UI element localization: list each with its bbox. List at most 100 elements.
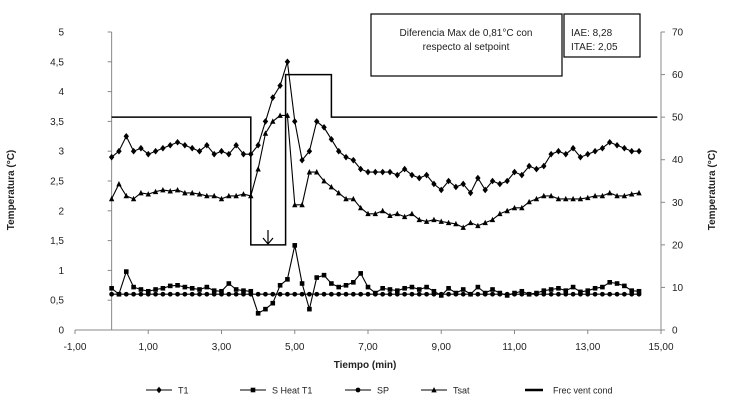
point-tsat bbox=[306, 169, 313, 175]
point-sp bbox=[438, 291, 444, 297]
point-t1 bbox=[372, 168, 379, 176]
point-tsat bbox=[416, 216, 422, 223]
point-sp bbox=[307, 291, 312, 297]
point-s-heat-t1 bbox=[167, 283, 173, 289]
legend-item-tsat: Tsat bbox=[421, 386, 470, 396]
point-s-heat-t1 bbox=[519, 288, 525, 294]
point-sp bbox=[534, 291, 539, 297]
point-sp bbox=[607, 291, 613, 297]
point-t1 bbox=[211, 150, 217, 158]
point-s-heat-t1 bbox=[189, 285, 195, 291]
point-t1 bbox=[116, 147, 122, 155]
point-tsat bbox=[577, 195, 584, 202]
point-sp bbox=[416, 291, 422, 297]
point-tsat bbox=[314, 169, 320, 175]
point-sp bbox=[248, 291, 254, 297]
point-tsat bbox=[438, 218, 444, 224]
point-t1 bbox=[387, 168, 393, 176]
point-t1 bbox=[306, 147, 313, 155]
point-s-heat-t1 bbox=[622, 283, 627, 289]
y2-tick-label: 10 bbox=[672, 283, 684, 294]
point-tsat bbox=[592, 192, 598, 199]
point-tsat bbox=[453, 220, 459, 227]
y-tick-label: 4 bbox=[58, 87, 64, 98]
point-s-heat-t1 bbox=[343, 283, 349, 288]
point-tsat bbox=[621, 192, 628, 199]
point-s-heat-t1 bbox=[307, 306, 312, 312]
point-sp bbox=[285, 291, 290, 297]
point-tsat bbox=[475, 222, 481, 229]
y-tick-label: 4,5 bbox=[50, 57, 64, 68]
point-s-heat-t1 bbox=[416, 287, 422, 292]
legend-label-s-heat-t1: S Heat T1 bbox=[272, 386, 312, 396]
point-t1 bbox=[431, 180, 437, 188]
point-t1 bbox=[357, 165, 364, 173]
y2-tick-label: 20 bbox=[672, 240, 684, 251]
series-tsat bbox=[108, 112, 642, 230]
point-tsat bbox=[409, 210, 415, 217]
point-t1 bbox=[526, 162, 532, 170]
point-tsat bbox=[152, 188, 159, 195]
point-t1 bbox=[299, 156, 305, 164]
point-tsat bbox=[174, 186, 181, 193]
point-s-heat-t1 bbox=[182, 284, 188, 290]
y2-tick-label: 0 bbox=[672, 326, 678, 337]
point-sp bbox=[526, 291, 532, 297]
point-sp bbox=[343, 291, 349, 297]
point-s-heat-t1 bbox=[336, 284, 341, 290]
point-sp bbox=[629, 291, 635, 297]
point-tsat bbox=[130, 195, 137, 202]
y2-tick-label: 60 bbox=[672, 70, 684, 81]
point-s-heat-t1 bbox=[600, 284, 605, 290]
point-s-heat-t1 bbox=[490, 287, 495, 292]
point-s-heat-t1 bbox=[131, 284, 136, 290]
point-sp bbox=[453, 291, 459, 297]
y2-tick-label: 30 bbox=[672, 198, 684, 209]
point-t1 bbox=[497, 180, 503, 188]
point-sp bbox=[563, 291, 569, 297]
point-t1 bbox=[182, 141, 188, 149]
series-line-s-heat-t1 bbox=[111, 245, 640, 315]
point-tsat bbox=[277, 112, 283, 118]
point-sp bbox=[578, 291, 583, 297]
point-tsat bbox=[160, 186, 166, 193]
point-t1 bbox=[460, 180, 466, 188]
point-s-heat-t1 bbox=[446, 285, 451, 291]
point-sp bbox=[548, 291, 554, 297]
point-t1 bbox=[585, 150, 591, 158]
point-tsat bbox=[343, 195, 349, 202]
y-tick-label: 1 bbox=[58, 266, 64, 277]
point-t1 bbox=[592, 147, 598, 155]
point-sp bbox=[270, 291, 276, 297]
point-s-heat-t1 bbox=[138, 287, 144, 292]
point-t1 bbox=[504, 177, 510, 185]
point-t1 bbox=[284, 58, 291, 66]
series-s-heat-t1 bbox=[109, 243, 642, 316]
point-tsat bbox=[511, 204, 518, 211]
point-t1 bbox=[189, 144, 195, 152]
point-sp bbox=[277, 291, 283, 297]
point-s-heat-t1 bbox=[629, 288, 634, 293]
point-tsat bbox=[116, 180, 122, 187]
point-sp bbox=[570, 291, 576, 297]
legend-label-t1: T1 bbox=[178, 386, 189, 396]
point-t1 bbox=[277, 82, 283, 89]
point-s-heat-t1 bbox=[329, 281, 334, 286]
point-tsat bbox=[299, 201, 305, 208]
point-s-heat-t1 bbox=[592, 285, 598, 291]
point-sp bbox=[490, 291, 495, 297]
x-tick-label: 13,00 bbox=[575, 342, 600, 353]
point-sp bbox=[614, 291, 620, 297]
point-t1 bbox=[541, 162, 547, 170]
point-s-heat-t1 bbox=[387, 287, 393, 292]
point-sp bbox=[109, 291, 115, 297]
point-s-heat-t1 bbox=[636, 288, 642, 294]
point-s-heat-t1 bbox=[219, 288, 224, 294]
point-t1 bbox=[108, 153, 115, 161]
point-tsat bbox=[570, 195, 576, 202]
point-sp bbox=[336, 291, 342, 297]
y2-tick-label: 40 bbox=[672, 155, 684, 166]
point-tsat bbox=[482, 219, 488, 226]
point-t1 bbox=[130, 147, 137, 155]
point-s-heat-t1 bbox=[570, 284, 576, 290]
